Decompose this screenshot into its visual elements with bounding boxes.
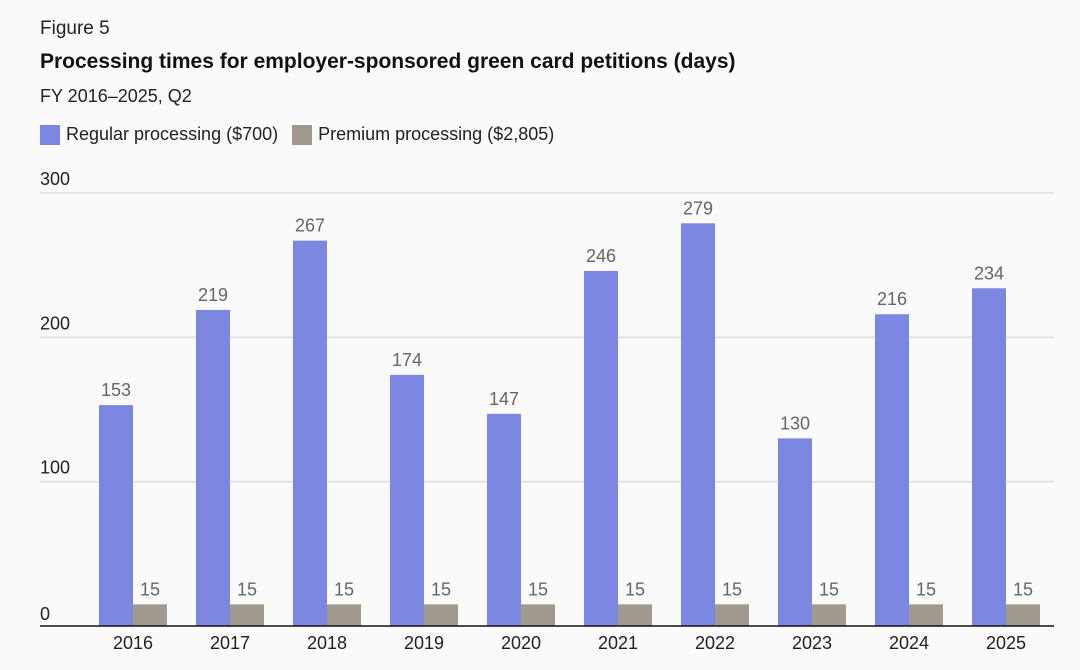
legend-swatch-premium xyxy=(292,124,313,145)
x-tick-label: 2020 xyxy=(501,633,541,653)
x-tick-label: 2022 xyxy=(695,633,735,653)
bar-premium xyxy=(230,604,264,626)
x-tick-label: 2023 xyxy=(792,633,832,653)
x-tick-label: 2025 xyxy=(986,633,1026,653)
x-tick-label: 2024 xyxy=(889,633,929,653)
y-tick-label: 100 xyxy=(40,458,70,478)
bar-regular xyxy=(293,240,327,626)
data-label-premium: 15 xyxy=(334,579,354,599)
bar-regular xyxy=(487,413,521,626)
x-tick-label: 2017 xyxy=(210,633,250,653)
data-label-premium: 15 xyxy=(431,579,451,599)
y-tick-label: 0 xyxy=(40,604,50,624)
bar-premium xyxy=(133,604,167,626)
legend: Regular processing ($700) Premium proces… xyxy=(40,124,568,145)
data-label-premium: 15 xyxy=(819,579,839,599)
figure-label: Figure 5 xyxy=(40,18,110,39)
bar-premium xyxy=(1006,604,1040,626)
data-label-regular: 246 xyxy=(586,246,616,266)
y-tick-label: 300 xyxy=(40,169,70,189)
chart-title: Processing times for employer-sponsored … xyxy=(40,50,736,73)
bar-regular xyxy=(972,288,1006,626)
data-label-regular: 130 xyxy=(780,413,810,433)
bar-regular xyxy=(196,309,230,626)
data-label-premium: 15 xyxy=(528,579,548,599)
bar-regular xyxy=(584,270,618,626)
data-label-regular: 279 xyxy=(683,198,713,218)
data-label-premium: 15 xyxy=(140,579,160,599)
data-label-regular: 153 xyxy=(101,380,131,400)
bar-premium xyxy=(424,604,458,626)
legend-label-premium: Premium processing ($2,805) xyxy=(318,124,555,144)
legend-item-premium: Premium processing ($2,805) xyxy=(292,124,554,145)
data-label-regular: 174 xyxy=(392,350,422,370)
bar-premium xyxy=(909,604,943,626)
data-label-premium: 15 xyxy=(1013,579,1033,599)
data-label-regular: 234 xyxy=(974,263,1004,283)
x-tick-label: 2018 xyxy=(307,633,347,653)
bar-regular xyxy=(390,374,424,626)
bar-regular xyxy=(875,314,909,626)
data-label-premium: 15 xyxy=(237,579,257,599)
data-label-premium: 15 xyxy=(625,579,645,599)
bar-regular xyxy=(681,223,715,626)
legend-swatch-regular xyxy=(40,124,60,145)
bar-premium xyxy=(812,604,846,626)
bar-premium xyxy=(618,604,652,626)
y-tick-label: 200 xyxy=(40,313,70,333)
legend-item-regular: Regular processing ($700) xyxy=(40,124,278,145)
data-label-regular: 267 xyxy=(295,216,325,236)
legend-label-regular: Regular processing ($700) xyxy=(66,124,279,144)
x-tick-label: 2021 xyxy=(598,633,638,653)
data-label-premium: 15 xyxy=(916,579,936,599)
x-tick-label: 2019 xyxy=(404,633,444,653)
bar-premium xyxy=(521,604,555,626)
bar-premium xyxy=(715,604,749,626)
x-tick-label: 2016 xyxy=(113,633,153,653)
bar-regular xyxy=(778,438,812,626)
bar-regular xyxy=(99,405,133,626)
data-label-regular: 147 xyxy=(489,389,519,409)
bar-premium xyxy=(327,604,361,626)
data-label-premium: 15 xyxy=(722,579,742,599)
data-label-regular: 216 xyxy=(877,289,907,309)
chart-subtitle: FY 2016–2025, Q2 xyxy=(40,86,192,106)
data-label-regular: 219 xyxy=(198,285,228,305)
